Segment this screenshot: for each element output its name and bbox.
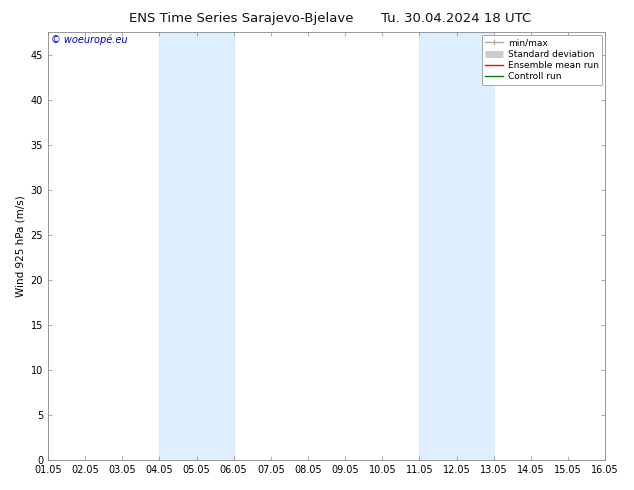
Text: ENS Time Series Sarajevo-Bjelave: ENS Time Series Sarajevo-Bjelave [129,12,353,25]
Bar [420,32,494,460]
Legend: min/max, Standard deviation, Ensemble mean run, Controll run: min/max, Standard deviation, Ensemble me… [482,35,602,85]
Bar [159,32,234,460]
Text: Tu. 30.04.2024 18 UTC: Tu. 30.04.2024 18 UTC [382,12,531,25]
Text: © woeuropé.eu: © woeuropé.eu [51,34,127,45]
Y-axis label: Wind 925 hPa (m/s): Wind 925 hPa (m/s) [15,196,25,297]
